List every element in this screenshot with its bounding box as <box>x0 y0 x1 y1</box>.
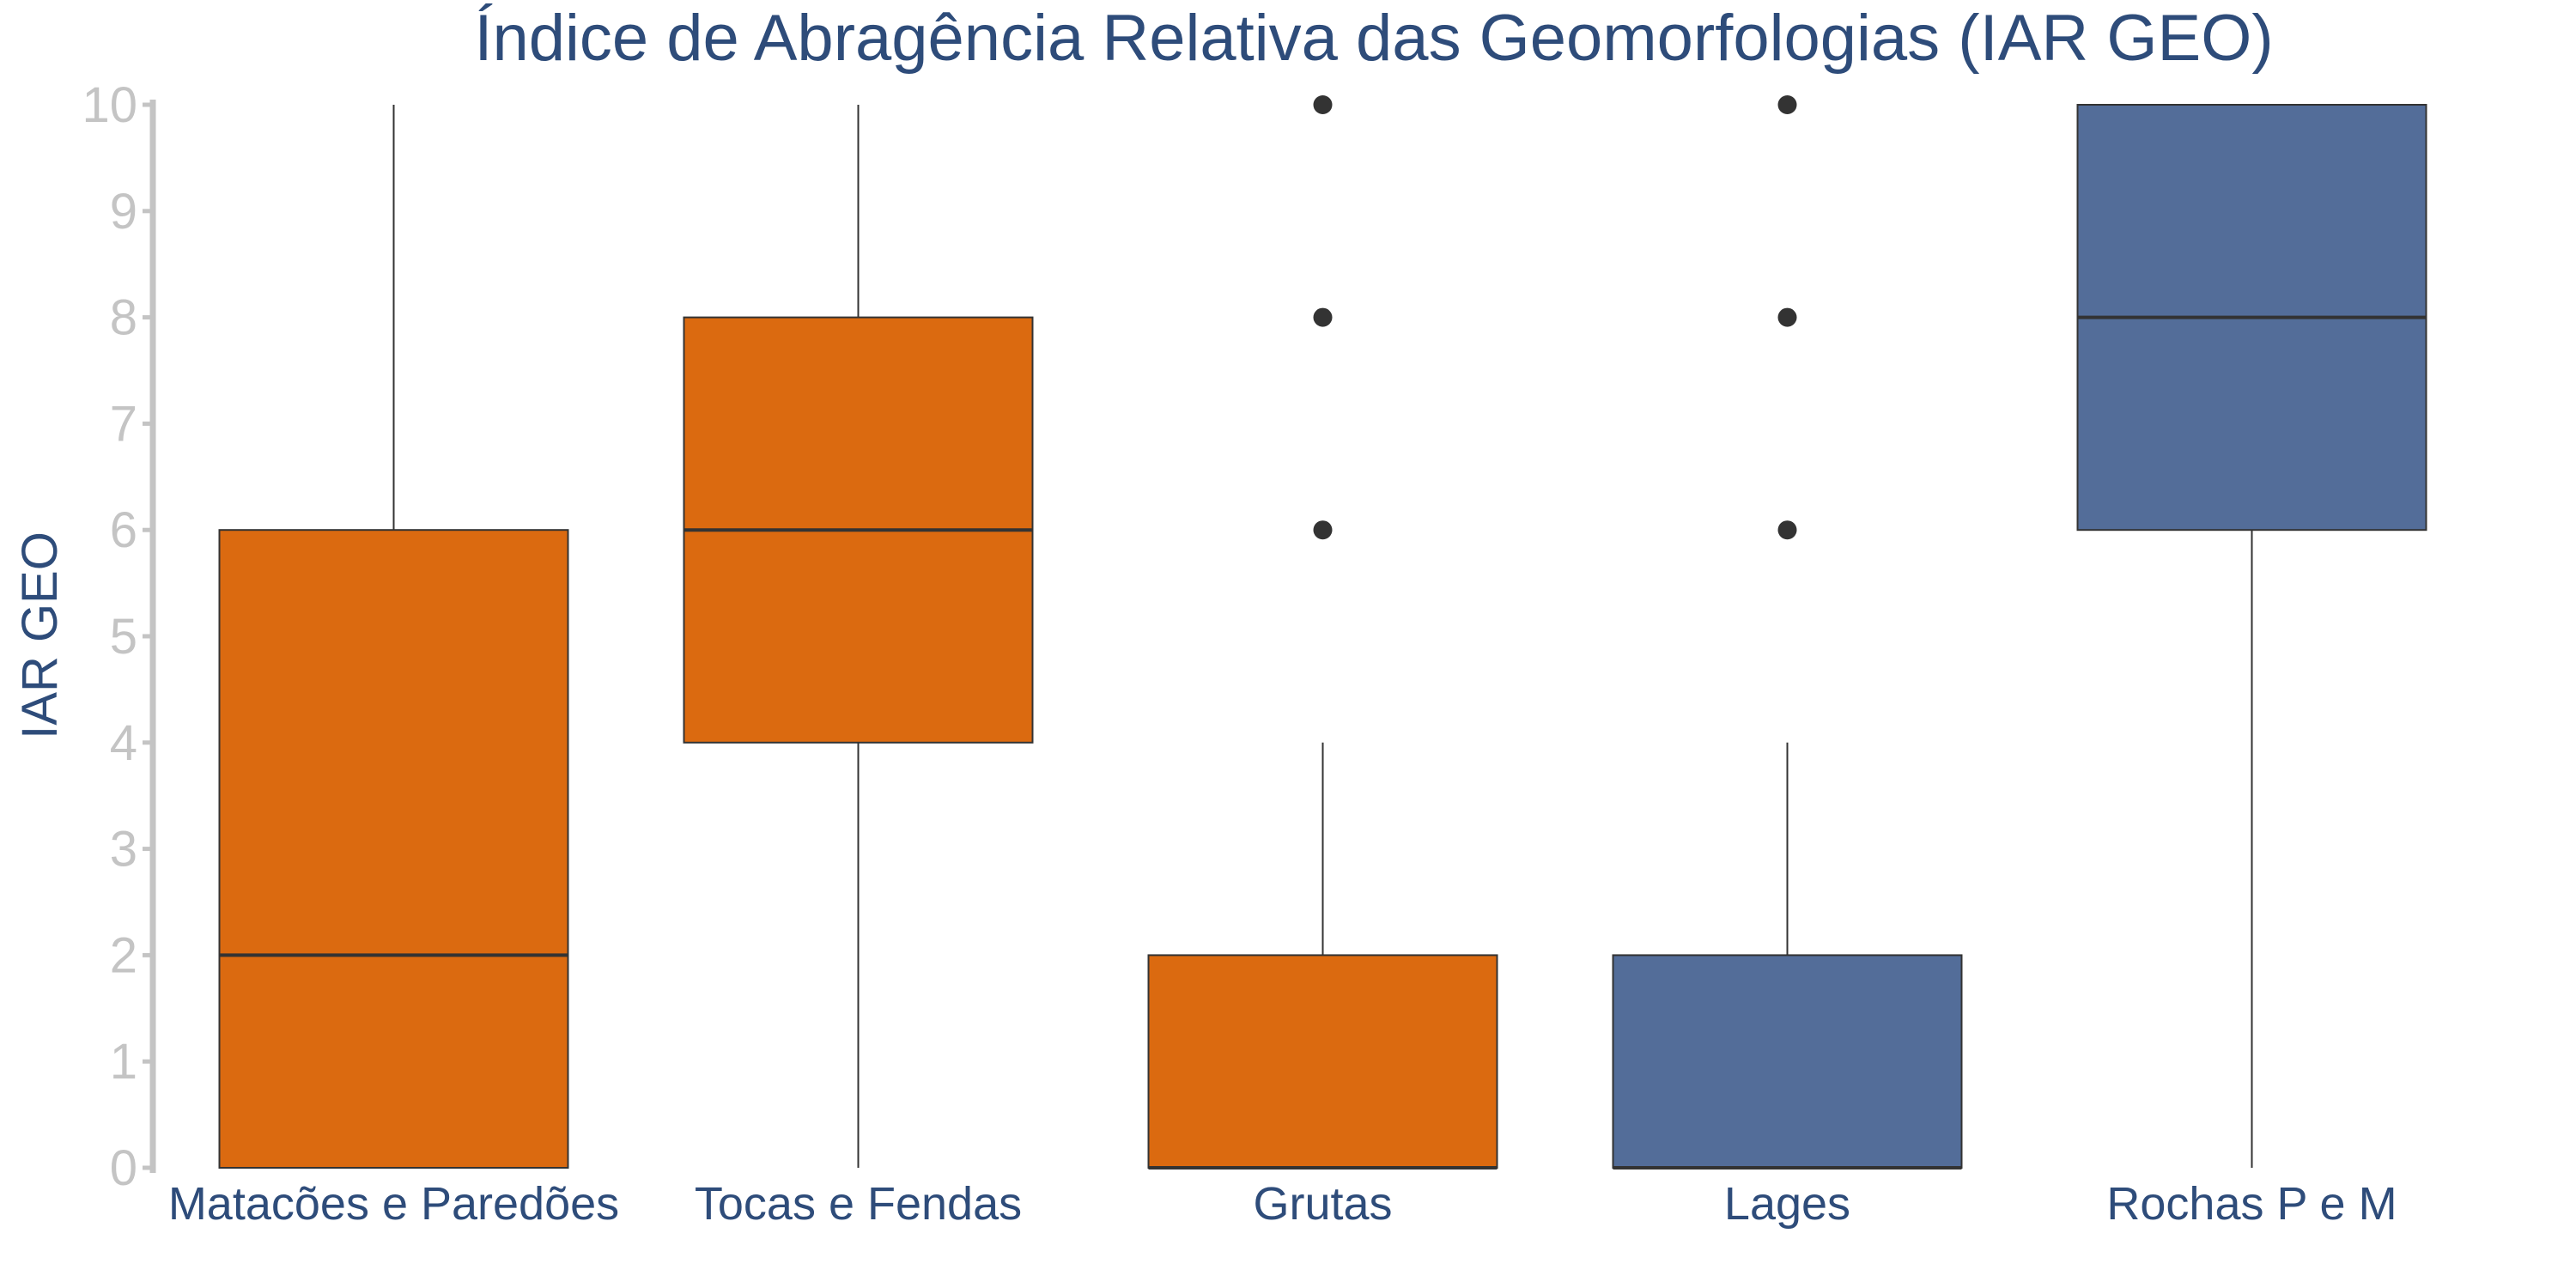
y-axis-label: IAR GEO <box>12 532 68 739</box>
x-tick-label: Rochas P e M <box>2106 1178 2397 1230</box>
outlier-point <box>1777 520 1797 540</box>
box-1 <box>218 105 569 1169</box>
box-5 <box>2076 104 2427 1168</box>
chart-title: Índice de Abragência Relativa das Geomor… <box>474 2 2273 75</box>
y-tick-label: 5 <box>110 609 137 665</box>
y-tick-label: 9 <box>110 184 137 240</box>
x-tick-label: Grutas <box>1253 1178 1392 1230</box>
box-iqr <box>1612 954 1963 1170</box>
plot-area <box>218 95 2427 1170</box>
box-iqr <box>218 529 569 1169</box>
y-tick-label: 6 <box>110 502 137 558</box>
y-tick-label: 1 <box>110 1034 137 1090</box>
y-tick-label: 3 <box>110 822 137 878</box>
y-axis: 0 1 2 3 4 5 6 7 8 9 10 <box>82 77 156 1196</box>
x-axis: Matacões e Paredões Tocas e Fendas Grutas L… <box>168 1178 2397 1230</box>
outlier-point <box>1313 520 1333 540</box>
outlier-point <box>1777 95 1797 114</box>
x-tick-label: Tocas e Fendas <box>695 1178 1022 1230</box>
x-tick-label: Matacões e Paredões <box>168 1178 619 1230</box>
y-tick-label: 8 <box>110 290 137 346</box>
y-tick-label: 0 <box>110 1140 137 1196</box>
box-iqr <box>1147 954 1498 1170</box>
y-tick-label: 7 <box>110 396 137 452</box>
outlier-point <box>1313 95 1333 114</box>
outlier-point <box>1777 307 1797 327</box>
x-tick-label: Lages <box>1724 1178 1850 1230</box>
box-4 <box>1612 95 1963 1170</box>
box-2 <box>683 105 1034 1168</box>
y-tick-label: 2 <box>110 927 137 983</box>
box-3 <box>1147 95 1498 1170</box>
y-tick-label: 4 <box>110 715 137 771</box>
outlier-point <box>1313 307 1333 327</box>
y-tick-label: 10 <box>82 77 137 133</box>
